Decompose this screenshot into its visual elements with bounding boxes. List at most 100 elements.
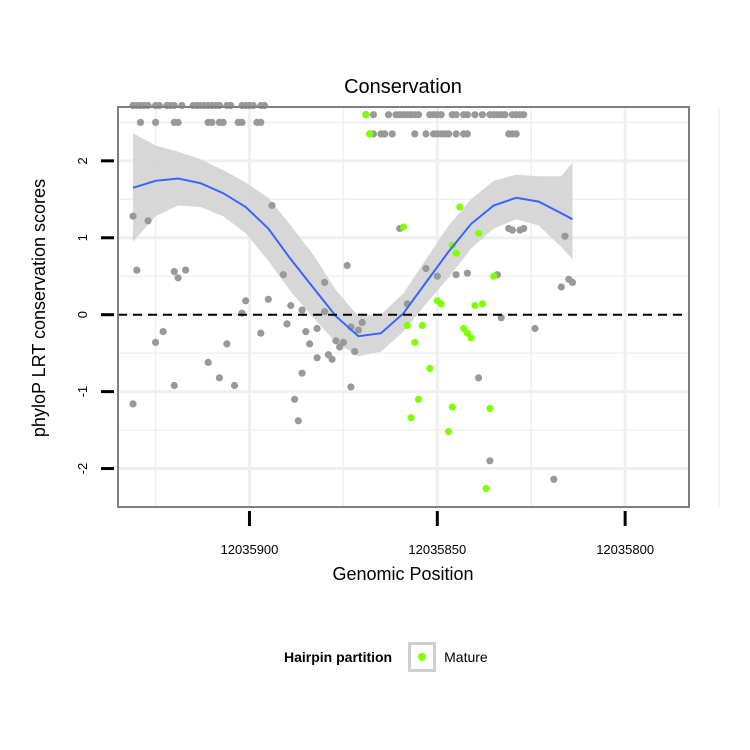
data-point-mature bbox=[490, 272, 498, 280]
data-point bbox=[264, 295, 272, 303]
data-point bbox=[230, 381, 239, 390]
data-point bbox=[347, 383, 355, 391]
data-point-mature bbox=[411, 338, 419, 346]
data-point bbox=[129, 400, 137, 408]
data-point bbox=[257, 329, 265, 337]
data-point bbox=[388, 130, 396, 138]
x-tick-label: 12035800 bbox=[596, 542, 654, 557]
data-point bbox=[557, 283, 565, 291]
data-point-mature bbox=[445, 428, 453, 436]
y-tick-label: 1 bbox=[75, 234, 90, 241]
x-tick-label: 12035900 bbox=[221, 542, 279, 557]
data-point bbox=[332, 337, 340, 345]
data-point-mature bbox=[467, 334, 475, 342]
data-point bbox=[313, 354, 321, 362]
data-point bbox=[463, 111, 471, 119]
data-point bbox=[321, 308, 329, 316]
data-point bbox=[170, 268, 178, 276]
data-point bbox=[452, 271, 460, 279]
data-point bbox=[452, 111, 460, 119]
data-point bbox=[339, 338, 347, 346]
data-point bbox=[354, 326, 362, 334]
data-point bbox=[144, 101, 152, 110]
data-point bbox=[227, 101, 235, 110]
data-point bbox=[238, 309, 246, 317]
data-point bbox=[294, 417, 302, 425]
legend: Hairpin partition Mature bbox=[284, 638, 488, 676]
data-point bbox=[170, 381, 178, 390]
data-point bbox=[531, 324, 539, 333]
data-point bbox=[414, 111, 423, 119]
data-point bbox=[486, 457, 494, 465]
data-point bbox=[411, 130, 419, 138]
data-point bbox=[452, 130, 460, 138]
data-point bbox=[501, 111, 509, 119]
data-point bbox=[242, 297, 250, 305]
data-point bbox=[343, 261, 351, 270]
data-point bbox=[568, 278, 577, 286]
x-axis-label: Genomic Position bbox=[332, 564, 473, 584]
data-point bbox=[520, 111, 528, 119]
data-point bbox=[328, 355, 336, 363]
data-point bbox=[215, 374, 223, 382]
data-point bbox=[351, 348, 359, 356]
panel-border bbox=[117, 106, 690, 508]
data-point bbox=[204, 358, 212, 366]
data-point-mature bbox=[437, 300, 445, 308]
data-point bbox=[238, 118, 246, 126]
data-point bbox=[174, 274, 182, 282]
data-point bbox=[223, 340, 231, 348]
data-point-mature bbox=[414, 395, 423, 403]
data-point-mature bbox=[399, 223, 408, 231]
data-point bbox=[422, 264, 430, 273]
data-point bbox=[283, 320, 291, 328]
legend-title: Hairpin partition bbox=[284, 649, 393, 665]
data-point bbox=[384, 111, 393, 119]
data-point bbox=[129, 212, 137, 220]
data-point bbox=[279, 271, 287, 279]
data-point bbox=[257, 118, 265, 126]
data-point bbox=[302, 328, 310, 336]
data-point bbox=[178, 101, 186, 110]
data-point bbox=[287, 301, 295, 310]
data-point bbox=[561, 232, 569, 240]
data-point bbox=[136, 118, 145, 126]
data-point bbox=[321, 278, 329, 286]
data-point bbox=[306, 340, 314, 348]
data-point bbox=[260, 101, 269, 110]
data-point bbox=[512, 130, 520, 138]
legend-key bbox=[408, 642, 437, 672]
y-tick-label: -2 bbox=[75, 463, 90, 475]
data-point-mature bbox=[482, 484, 490, 493]
data-point-mature bbox=[366, 130, 374, 138]
data-point bbox=[174, 118, 182, 126]
data-point bbox=[463, 130, 471, 138]
data-point-mature bbox=[456, 203, 464, 211]
data-point bbox=[475, 374, 483, 382]
data-point bbox=[463, 269, 471, 277]
y-axis-label: phyloP LRT conservation scores bbox=[29, 179, 49, 437]
data-point bbox=[298, 369, 306, 377]
data-point-mature bbox=[471, 301, 479, 310]
data-point bbox=[298, 306, 306, 314]
data-point bbox=[152, 118, 160, 126]
data-point bbox=[433, 272, 441, 280]
chart-title: Conservation bbox=[344, 76, 462, 98]
y-tick-label: 0 bbox=[75, 311, 90, 318]
data-point bbox=[478, 111, 486, 119]
data-point bbox=[215, 101, 223, 110]
data-point bbox=[471, 111, 479, 119]
data-point-mature bbox=[478, 300, 486, 308]
data-point bbox=[437, 111, 445, 119]
data-point bbox=[208, 118, 216, 126]
data-point-mature bbox=[486, 404, 494, 413]
data-point-mature bbox=[418, 321, 426, 330]
data-point bbox=[219, 118, 227, 126]
data-point bbox=[159, 328, 167, 336]
data-point bbox=[445, 130, 453, 138]
data-point bbox=[422, 130, 430, 138]
data-point bbox=[381, 130, 389, 138]
data-point-mature bbox=[407, 414, 415, 422]
data-point bbox=[133, 266, 141, 274]
